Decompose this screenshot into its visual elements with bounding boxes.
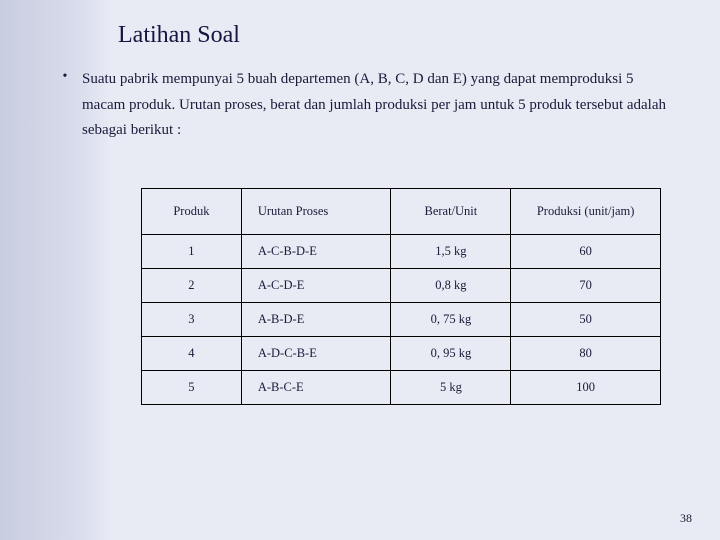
cell-berat: 0, 75 kg	[391, 302, 511, 336]
table-header-row: Produk Urutan Proses Berat/Unit Produksi…	[142, 188, 661, 234]
slide-title: Latihan Soal	[118, 22, 672, 49]
cell-berat: 1,5 kg	[391, 234, 511, 268]
header-urutan: Urutan Proses	[241, 188, 391, 234]
bullet-icon: •	[60, 69, 70, 85]
slide-content: Latihan Soal • Suatu pabrik mempunyai 5 …	[0, 0, 720, 405]
cell-urutan: A-B-C-E	[241, 370, 391, 404]
problem-paragraph: Suatu pabrik mempunyai 5 buah departemen…	[82, 67, 672, 144]
cell-produksi: 100	[511, 370, 661, 404]
cell-produksi: 50	[511, 302, 661, 336]
cell-produk: 1	[142, 234, 242, 268]
cell-produksi: 80	[511, 336, 661, 370]
table-row: 4 A-D-C-B-E 0, 95 kg 80	[142, 336, 661, 370]
cell-produk: 5	[142, 370, 242, 404]
table-body: 1 A-C-B-D-E 1,5 kg 60 2 A-C-D-E 0,8 kg 7…	[142, 234, 661, 404]
table-row: 2 A-C-D-E 0,8 kg 70	[142, 268, 661, 302]
table-row: 5 A-B-C-E 5 kg 100	[142, 370, 661, 404]
production-table: Produk Urutan Proses Berat/Unit Produksi…	[141, 188, 661, 405]
page-number: 38	[680, 511, 692, 526]
header-produksi: Produksi (unit/jam)	[511, 188, 661, 234]
table-row: 3 A-B-D-E 0, 75 kg 50	[142, 302, 661, 336]
cell-produk: 2	[142, 268, 242, 302]
cell-produk: 3	[142, 302, 242, 336]
table-row: 1 A-C-B-D-E 1,5 kg 60	[142, 234, 661, 268]
cell-urutan: A-D-C-B-E	[241, 336, 391, 370]
cell-berat: 0, 95 kg	[391, 336, 511, 370]
header-produk: Produk	[142, 188, 242, 234]
cell-urutan: A-B-D-E	[241, 302, 391, 336]
cell-berat: 0,8 kg	[391, 268, 511, 302]
cell-berat: 5 kg	[391, 370, 511, 404]
cell-produk: 4	[142, 336, 242, 370]
header-berat: Berat/Unit	[391, 188, 511, 234]
cell-urutan: A-C-D-E	[241, 268, 391, 302]
data-table-wrap: Produk Urutan Proses Berat/Unit Produksi…	[130, 188, 672, 405]
cell-urutan: A-C-B-D-E	[241, 234, 391, 268]
cell-produksi: 60	[511, 234, 661, 268]
bullet-row: • Suatu pabrik mempunyai 5 buah departem…	[60, 67, 672, 144]
cell-produksi: 70	[511, 268, 661, 302]
